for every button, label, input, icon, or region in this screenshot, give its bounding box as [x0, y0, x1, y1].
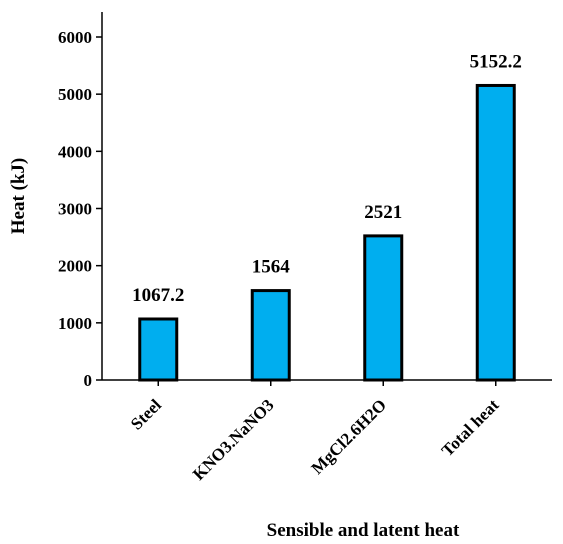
y-tick-label: 2000 [58, 257, 92, 276]
bar [475, 83, 516, 382]
y-tick-label: 3000 [58, 200, 92, 219]
y-tick-label: 5000 [58, 85, 92, 104]
y-tick-label: 0 [84, 371, 93, 390]
data-label: 1067.2 [132, 285, 184, 306]
data-labels: 1067.2 1564 2521 5152.2 [132, 51, 522, 306]
bar [363, 234, 404, 382]
data-label: 2521 [364, 202, 402, 223]
y-tick-label: 1000 [58, 314, 92, 333]
data-label: 5152.2 [470, 51, 522, 72]
bar [138, 317, 179, 382]
x-category-label: Steel [127, 395, 165, 433]
x-axis-title: Sensible and latent heat [267, 520, 460, 541]
bar [250, 289, 291, 382]
x-category-label: KNO3.NaNO3 [189, 395, 278, 484]
y-tick-label: 6000 [58, 28, 92, 47]
x-category-labels: Steel KNO3.NaNO3 MgCl2.6H2O Total heat [127, 380, 503, 484]
x-category-label: Total heat [438, 395, 503, 460]
data-label: 1564 [252, 257, 291, 278]
y-tick-labels: 0 1000 2000 3000 4000 5000 6000 [58, 28, 102, 390]
y-axis-title: Heat (kJ) [8, 158, 29, 235]
bars [138, 83, 516, 382]
y-tick-label: 4000 [58, 142, 92, 161]
x-category-label: MgCl2.6H2O [308, 395, 391, 478]
